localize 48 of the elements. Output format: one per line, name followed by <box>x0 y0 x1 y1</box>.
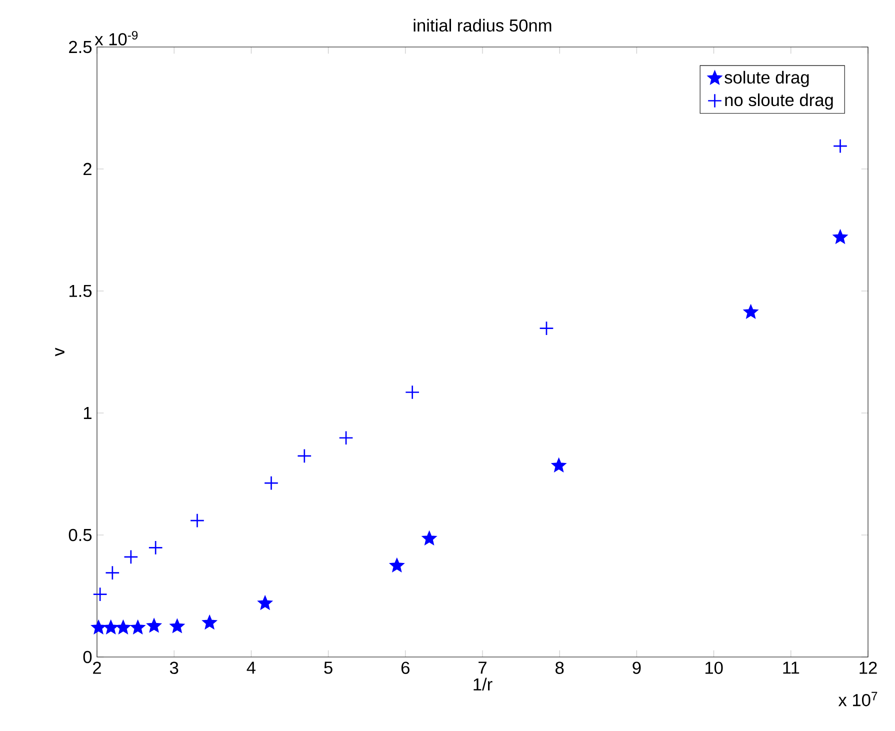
y-axis-title: v <box>55 348 64 356</box>
x-tick-label: 9 <box>632 662 641 674</box>
point <box>390 558 404 572</box>
point <box>338 430 354 446</box>
point <box>297 448 312 464</box>
y-tick-label: 1 <box>84 407 92 419</box>
x-axis-title: 1/r <box>474 678 492 691</box>
y-tick-label: 0.5 <box>68 528 92 542</box>
point <box>170 619 184 633</box>
point <box>833 230 848 244</box>
point <box>105 565 120 580</box>
legend-label: no sloute drag <box>725 93 833 110</box>
x-tick-label: 2 <box>93 662 101 674</box>
point <box>148 540 163 556</box>
point <box>744 304 758 318</box>
legend-label: solute drag <box>724 70 809 88</box>
x-tick-label: 7 <box>478 662 486 674</box>
point <box>832 138 848 154</box>
y-tick-label: 2 <box>84 162 92 176</box>
point <box>539 320 554 336</box>
x-tick-label: 10 <box>705 662 723 674</box>
x-tick-label: 8 <box>556 662 564 674</box>
y-tick-label: 2.5 <box>69 40 92 54</box>
point <box>264 476 279 490</box>
y-tick-label: 1.5 <box>70 284 92 298</box>
x-tick-label: 4 <box>246 662 256 674</box>
point <box>422 531 436 545</box>
point <box>552 458 566 472</box>
text: x 10$^{-9}$ <box>94 30 138 46</box>
x-tick-label: 5 <box>324 662 332 674</box>
point <box>104 620 118 634</box>
y-tick-label: 0 <box>83 650 92 664</box>
text: x 10$^{7}$ <box>838 692 878 706</box>
point <box>202 616 217 629</box>
point <box>405 384 420 400</box>
point <box>116 620 130 634</box>
point <box>92 586 108 602</box>
chart-title: initial radius 50nm <box>414 18 552 32</box>
x-tick-label: 3 <box>170 662 178 674</box>
point <box>190 513 205 528</box>
x-tick-label: 12 <box>860 662 877 674</box>
x-tick-label: 11 <box>783 662 800 674</box>
point <box>124 550 138 564</box>
x-tick-label: 6 <box>401 662 410 674</box>
point <box>147 618 162 632</box>
point <box>258 596 272 610</box>
point <box>92 620 106 634</box>
point <box>130 620 145 634</box>
